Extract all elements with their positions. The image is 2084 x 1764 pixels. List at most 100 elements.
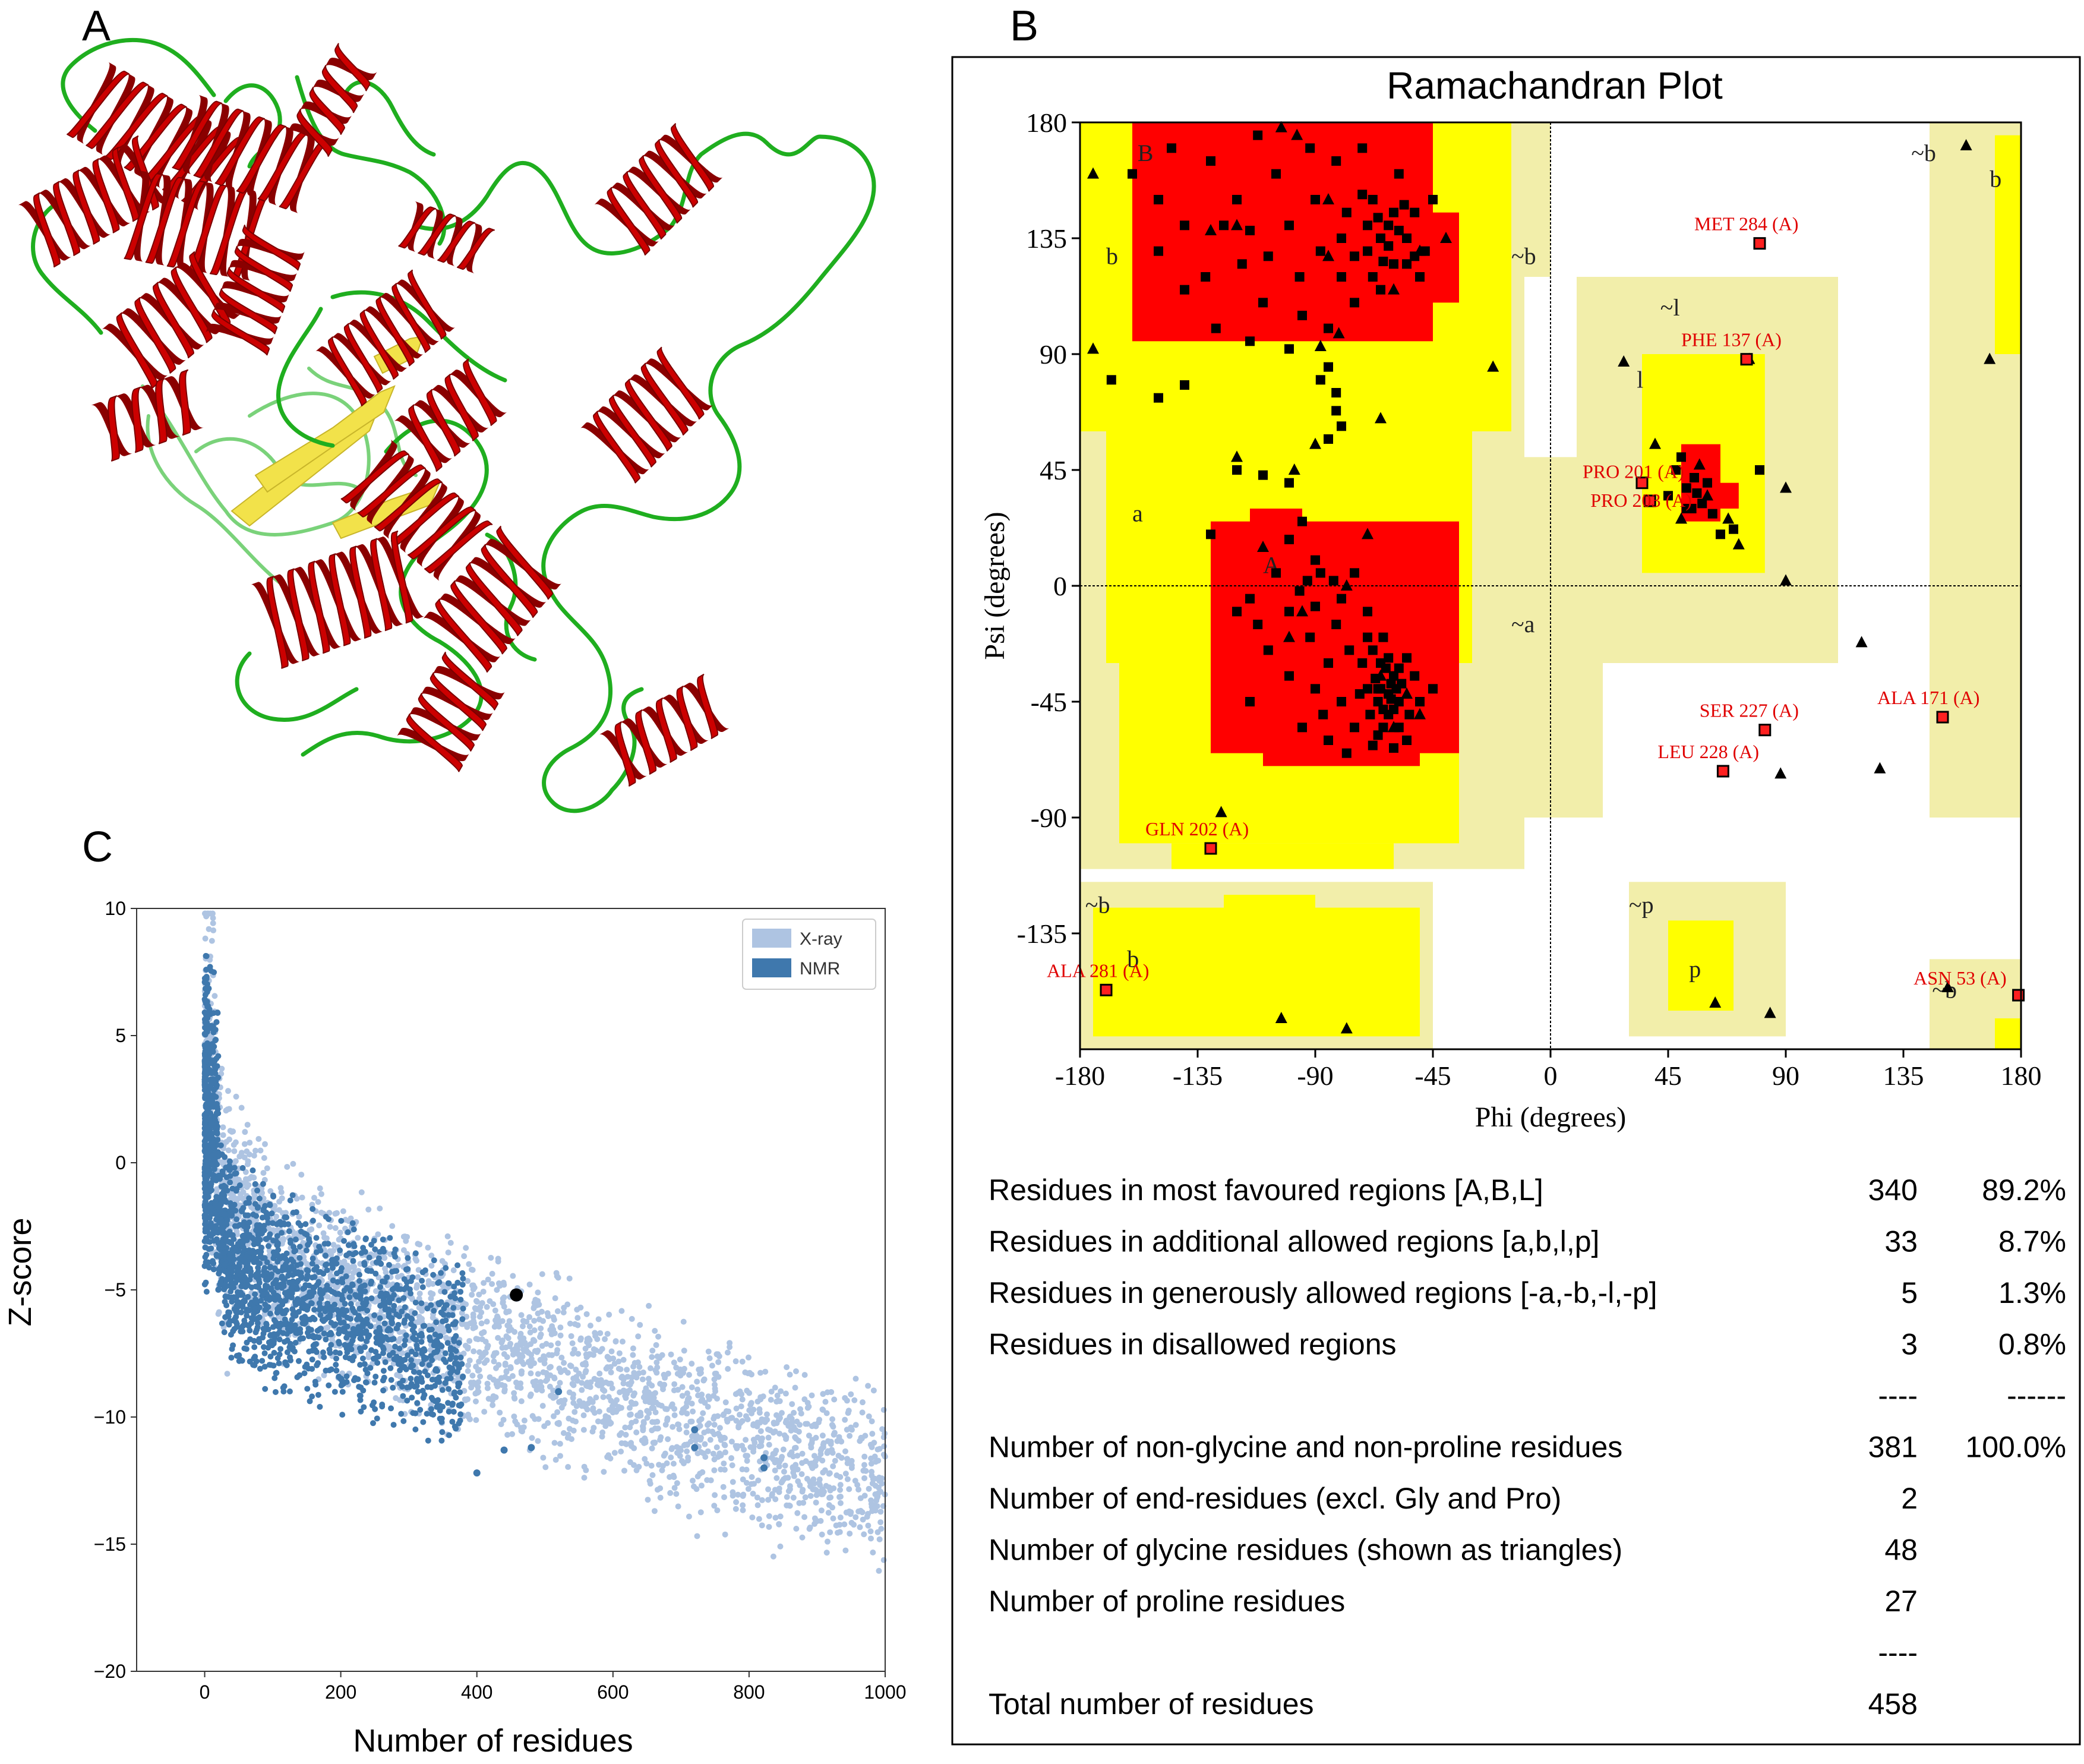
- nmr-point: [409, 1394, 415, 1400]
- xray-point: [765, 1487, 771, 1492]
- nmr-point: [451, 1409, 457, 1415]
- nmr-point: [402, 1304, 408, 1310]
- xray-point: [298, 1172, 304, 1178]
- xray-point: [627, 1412, 633, 1418]
- nmr-point: [297, 1330, 303, 1336]
- xray-point: [795, 1466, 801, 1472]
- nmr-point: [223, 1282, 229, 1288]
- xray-point: [389, 1223, 395, 1229]
- x-tick-label: -45: [1414, 1061, 1451, 1091]
- xray-point: [868, 1528, 874, 1534]
- xray-point: [684, 1423, 690, 1429]
- xray-point: [359, 1189, 365, 1195]
- stats-percent: 89.2%: [1982, 1173, 2066, 1207]
- xray-point: [658, 1495, 664, 1501]
- xray-point: [665, 1415, 671, 1421]
- nmr-point: [360, 1356, 366, 1362]
- xray-point: [209, 938, 215, 944]
- xray-point: [608, 1398, 614, 1404]
- nmr-point: [261, 1223, 267, 1229]
- xray-point: [750, 1422, 756, 1428]
- xray-point: [494, 1315, 500, 1321]
- nmr-point: [351, 1226, 357, 1232]
- xray-point: [522, 1340, 528, 1346]
- xray-point: [542, 1464, 548, 1470]
- nmr-point: [285, 1273, 291, 1279]
- stats-label: Residues in additional allowed regions […: [989, 1225, 1599, 1258]
- nmr-point: [456, 1340, 462, 1346]
- nmr-point: [348, 1288, 353, 1294]
- nmr-point: [412, 1310, 418, 1316]
- xray-point: [557, 1380, 563, 1386]
- xray-point: [793, 1526, 799, 1532]
- xray-point: [631, 1446, 637, 1451]
- nmr-point: [412, 1384, 418, 1390]
- nmr-point: [233, 1309, 239, 1315]
- xray-point: [333, 1225, 339, 1231]
- nmr-point: [324, 1267, 330, 1273]
- panel-label-b: B: [1010, 2, 1038, 50]
- nmr-point: [310, 1333, 316, 1339]
- nmr-point: [311, 1274, 317, 1280]
- nmr-point: [425, 1384, 431, 1390]
- xray-point: [709, 1362, 715, 1368]
- xray-point: [877, 1519, 883, 1525]
- residue-point: [1180, 380, 1189, 390]
- xray-point: [826, 1510, 832, 1516]
- residue-point: [1264, 251, 1273, 261]
- nmr-point: [362, 1262, 368, 1268]
- core-region: [1433, 213, 1459, 303]
- xray-point: [654, 1365, 660, 1371]
- xray-point: [649, 1419, 655, 1425]
- nmr-point: [441, 1289, 447, 1295]
- residue-point: [1258, 298, 1268, 307]
- xray-point: [690, 1409, 696, 1415]
- flagged-residue-point: [1754, 238, 1765, 249]
- xray-point: [315, 1199, 321, 1205]
- xray-point: [579, 1387, 585, 1393]
- xray-point: [873, 1459, 879, 1465]
- residue-point: [1316, 247, 1325, 256]
- flagged-residue-point: [1717, 766, 1728, 777]
- xray-point: [653, 1409, 659, 1415]
- nmr-point: [275, 1247, 281, 1253]
- xray-point: [681, 1319, 687, 1325]
- xray-point: [653, 1342, 659, 1348]
- xray-point: [681, 1348, 687, 1353]
- xray-point: [754, 1495, 760, 1501]
- xray-point: [627, 1387, 633, 1393]
- xray-point: [705, 1428, 711, 1434]
- xray-point: [551, 1317, 557, 1323]
- xray-point: [725, 1350, 731, 1356]
- xray-point: [795, 1438, 801, 1444]
- nmr-point: [242, 1297, 248, 1303]
- xray-point: [876, 1475, 882, 1481]
- xray-point: [570, 1340, 576, 1346]
- nmr-point: [240, 1165, 246, 1171]
- xray-point: [870, 1481, 876, 1487]
- xray-point: [535, 1438, 541, 1444]
- residue-point: [1245, 226, 1255, 235]
- xray-point: [637, 1322, 643, 1328]
- xray-point: [640, 1369, 646, 1375]
- xray-point: [813, 1435, 819, 1441]
- nmr-point: [233, 1186, 239, 1192]
- residue-point: [1271, 169, 1281, 179]
- nmr-point: [371, 1399, 377, 1405]
- xray-point: [531, 1337, 536, 1343]
- xray-point: [722, 1532, 728, 1538]
- xray-point: [278, 1185, 284, 1191]
- stats-percent: 1.3%: [1998, 1276, 2066, 1309]
- xray-point: [506, 1328, 511, 1334]
- residue-point: [1394, 169, 1404, 179]
- xray-point: [558, 1355, 564, 1361]
- y-tick-label: 0: [1053, 571, 1067, 601]
- xray-point: [591, 1425, 596, 1431]
- xray-point: [677, 1453, 683, 1459]
- residue-point: [1402, 653, 1412, 662]
- nmr-point: [392, 1344, 398, 1350]
- xray-point: [831, 1432, 837, 1438]
- residue-point: [1284, 671, 1294, 681]
- flagged-residue-point: [1101, 984, 1112, 995]
- xray-point: [504, 1369, 510, 1375]
